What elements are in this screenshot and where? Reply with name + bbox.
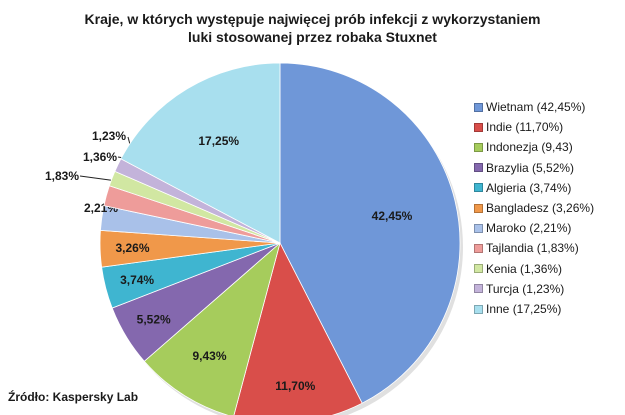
legend-swatch-tajlandia	[474, 244, 483, 254]
chart-title-line-2: luki stosowanej przez robaka Stuxnet	[188, 29, 437, 45]
pie-slice-inne	[120, 62, 281, 244]
pie-slice-wietnam	[279, 62, 461, 404]
legend-swatch-indonezja	[474, 143, 483, 152]
legend-swatch-turcja	[474, 284, 483, 294]
legend-item-kenia: Kenia (1,36%)	[474, 259, 594, 279]
legend-swatch-maroko	[474, 223, 483, 233]
data-label-indonezja: 9,43%	[192, 349, 226, 363]
data-label-algieria: 3,74%	[120, 273, 154, 287]
legend-label-inne: Inne (17,25%)	[486, 302, 562, 317]
legend-swatch-inne	[474, 304, 483, 314]
legend-label-indonezja: Indonezja (9,43)	[486, 140, 573, 155]
data-label-indie: 11,70%	[275, 379, 315, 393]
pie-slice-indie	[233, 241, 363, 415]
legend-swatch-kenia	[474, 264, 483, 274]
legend-item-indie: Indie (11,70%)	[474, 117, 594, 137]
legend-item-maroko: Maroko (2,21%)	[474, 218, 594, 238]
chart-title: Kraje, w których występuje najwięcej pró…	[0, 10, 625, 46]
data-label-brazylia: 5,52%	[137, 312, 171, 326]
source-note: Źródło: Kaspersky Lab	[8, 390, 139, 404]
legend-label-turcja: Turcja (1,23%)	[486, 281, 565, 296]
legend-label-brazylia: Brazylia (5,52%)	[486, 160, 575, 175]
legend-item-bangladesz: Bangladesz (3,26%)	[474, 198, 594, 218]
legend-label-bangladesz: Bangladesz (3,26%)	[486, 201, 595, 216]
data-label-inne: 17,25%	[198, 134, 239, 148]
legend-item-wietnam: Wietnam (42,45%)	[474, 97, 594, 117]
chart-title-line-1: Kraje, w których występuje najwięcej pró…	[84, 11, 541, 27]
legend-item-inne: Inne (17,25%)	[474, 299, 594, 319]
chart-legend: Wietnam (42,45%) Indie (11,70%) Indonezja …	[474, 97, 594, 319]
data-label-kenia: 1,36%	[83, 150, 117, 164]
legend-swatch-indie	[474, 122, 483, 132]
legend-label-kenia: Kenia (1,36%)	[486, 261, 563, 276]
legend-item-indonezja: Indonezja (9,43)	[474, 137, 594, 157]
legend-swatch-wietnam	[474, 102, 483, 112]
legend-label-indie: Indie (11,70%)	[486, 120, 564, 135]
legend-swatch-bangladesz	[474, 203, 483, 213]
legend-label-maroko: Maroko (2,21%)	[486, 221, 572, 236]
data-label-turcja: 1,23%	[92, 129, 126, 143]
legend-item-turcja: Turcja (1,23%)	[474, 279, 594, 299]
pie-slice-indonezja	[143, 241, 281, 415]
leader-line-tajlandia	[79, 175, 118, 182]
data-label-tajlandia: 1,83%	[45, 169, 79, 183]
legend-label-algieria: Algieria (3,74%)	[486, 180, 572, 195]
legend-swatch-algieria	[474, 183, 483, 193]
legend-swatch-brazylia	[474, 163, 483, 173]
legend-item-tajlandia: Tajlandia (1,83%)	[474, 238, 594, 258]
legend-item-algieria: Algieria (3,74%)	[474, 178, 594, 198]
legend-label-wietnam: Wietnam (42,45%)	[486, 100, 586, 114]
legend-label-tajlandia: Tajlandia (1,83%)	[486, 241, 579, 256]
data-label-wietnam: 42,45%	[372, 209, 413, 223]
data-label-bangladesz: 3,26%	[115, 241, 149, 255]
legend-item-brazylia: Brazylia (5,52%)	[474, 158, 594, 178]
